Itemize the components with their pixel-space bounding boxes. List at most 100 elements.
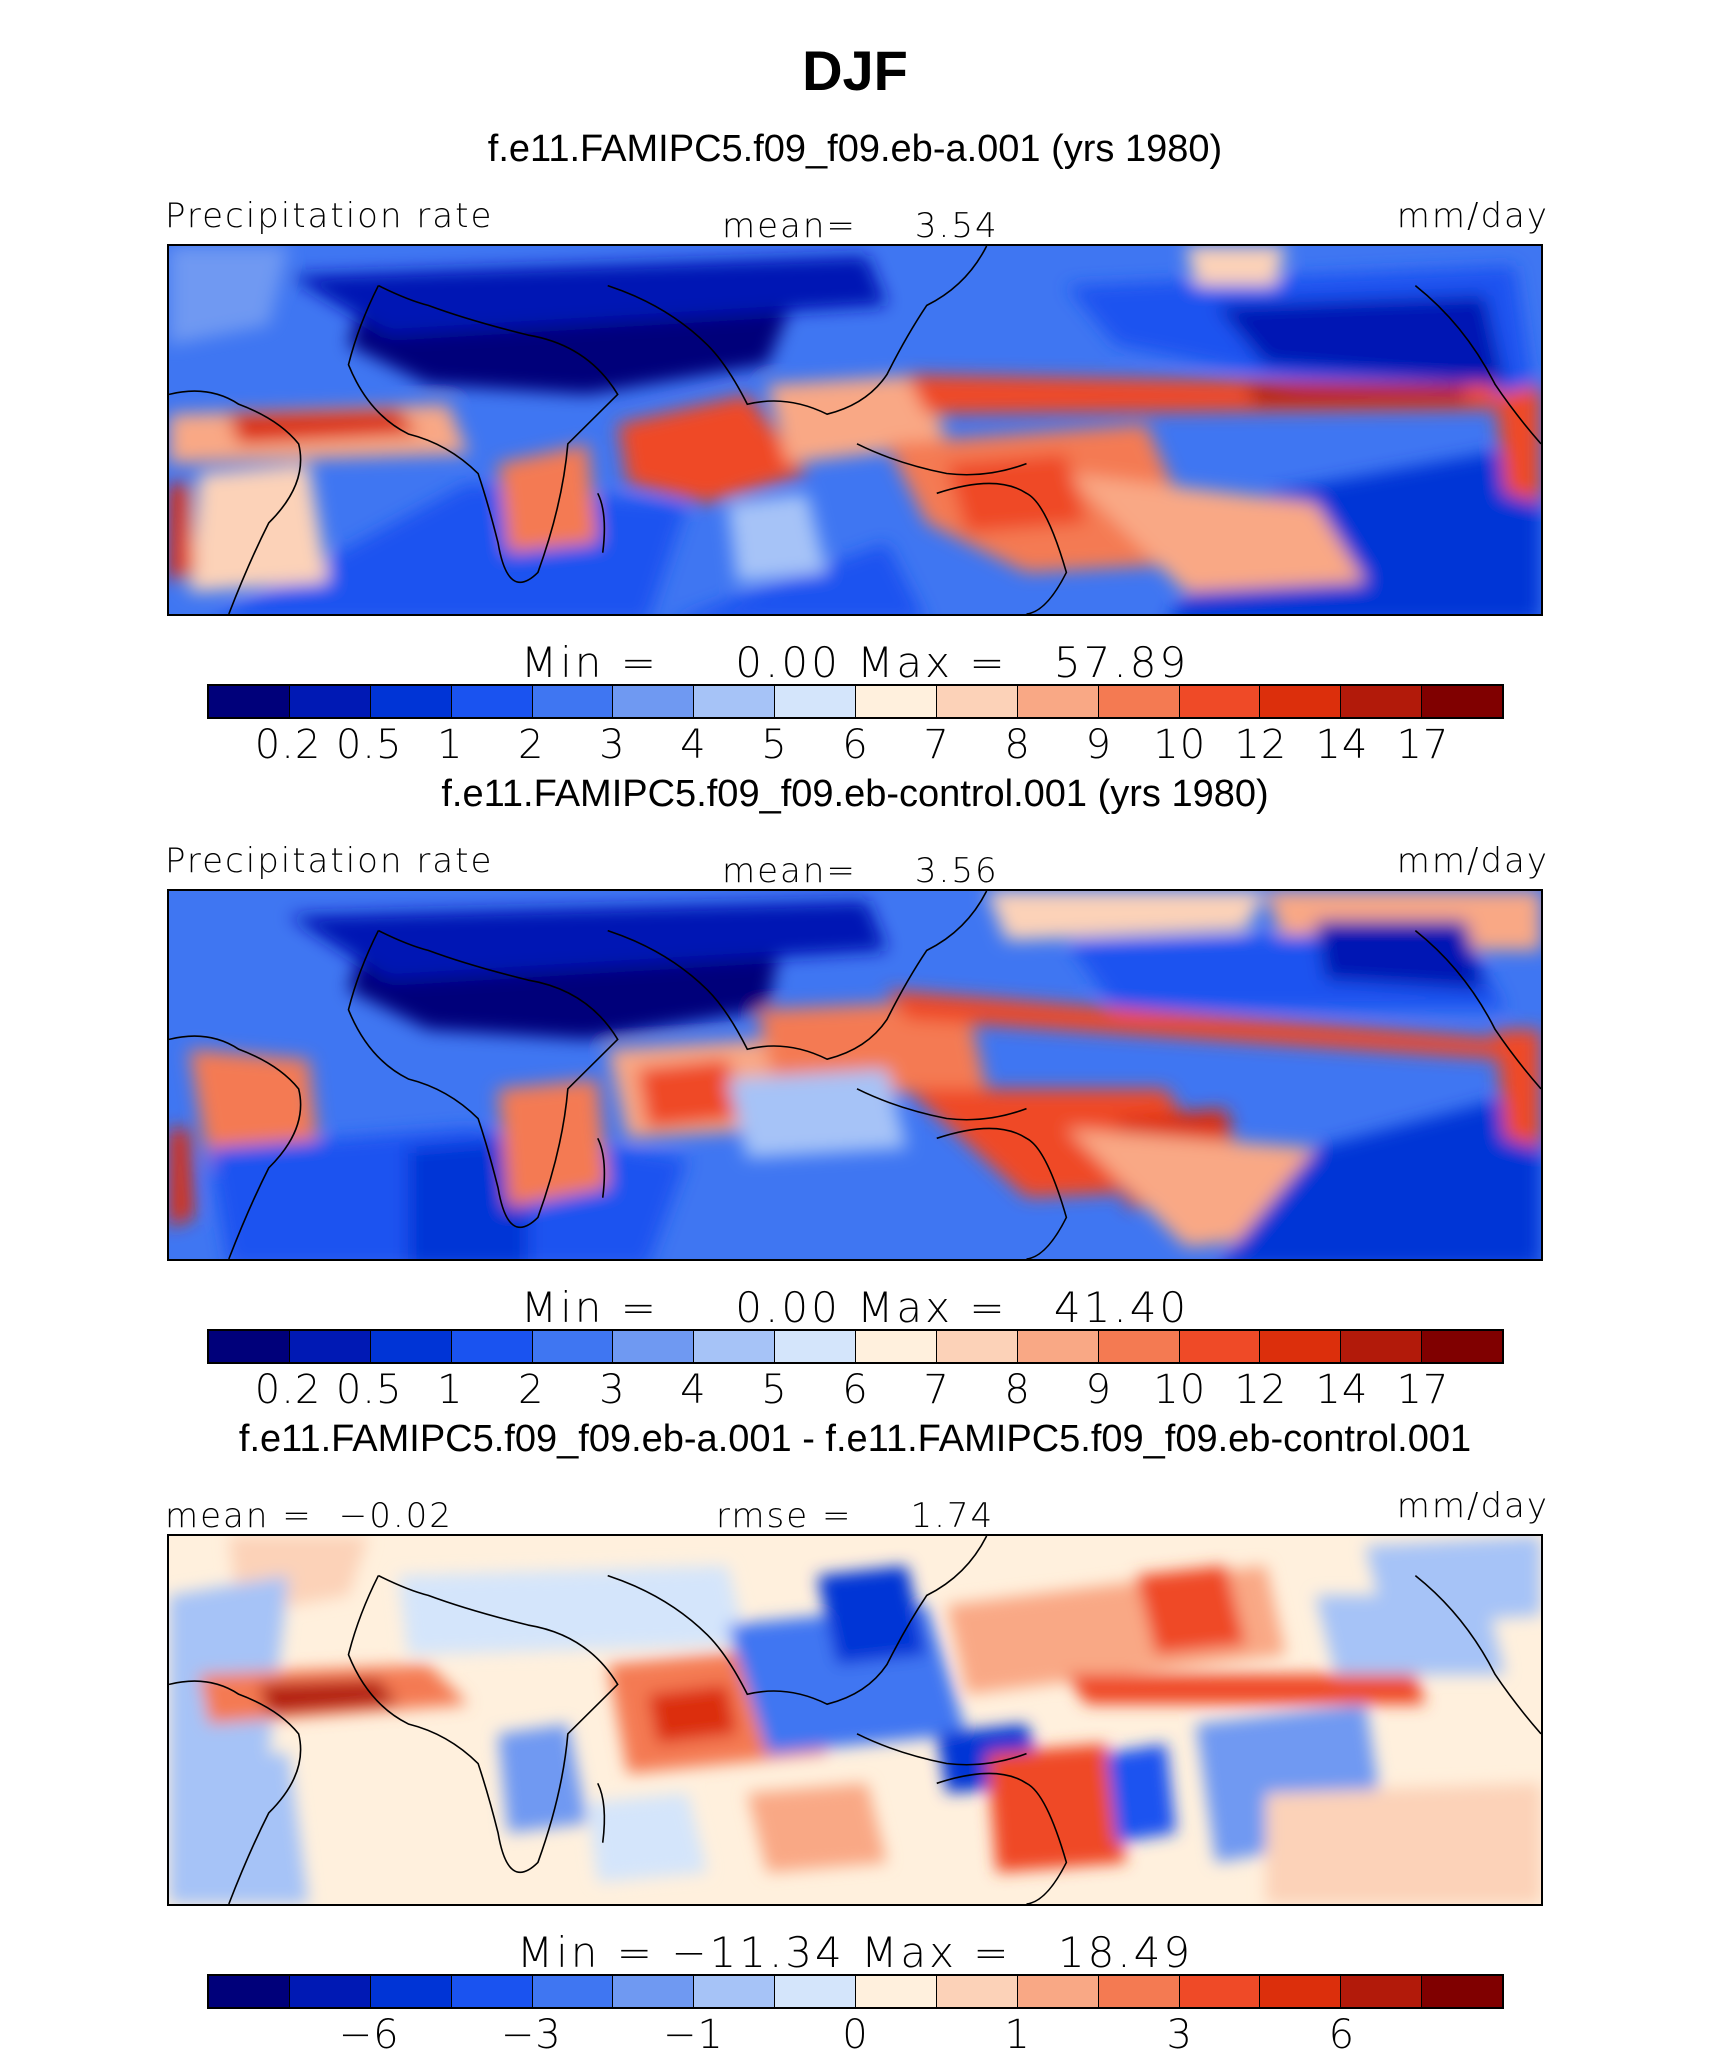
colorbar-swatch <box>451 1331 533 1362</box>
panel3-rmse: rmse = 1.74 <box>716 1496 994 1536</box>
colorbar-swatch <box>1179 1331 1261 1362</box>
panel1-min-value: 0.00 <box>735 638 841 687</box>
colorbar-tick-label: 5 <box>761 1367 788 1413</box>
colorbar-swatch <box>1017 686 1099 717</box>
colorbar-swatch <box>936 1976 1018 2007</box>
panel1-max-value: 57.89 <box>1053 638 1190 687</box>
colorbar-swatch <box>1422 1331 1502 1362</box>
colorbar-swatch <box>1098 686 1180 717</box>
colorbar-swatch <box>532 1331 614 1362</box>
panel2-minmax: Min = 0.00 Max = 41.40 <box>520 1283 1190 1332</box>
colorbar-tick-label: 1 <box>1004 2012 1031 2058</box>
colorbar-swatch <box>613 686 695 717</box>
colorbar-swatch <box>532 686 614 717</box>
colorbar-tick-label: 9 <box>1085 722 1112 768</box>
colorbar-swatch <box>775 1331 856 1362</box>
colorbar-swatch <box>1260 1331 1342 1362</box>
panel3-colorbar <box>207 1974 1504 2009</box>
colorbar-swatch <box>613 1976 695 2007</box>
colorbar-tick-label: 4 <box>680 722 707 768</box>
colorbar-tick-label: 0.5 <box>335 722 403 768</box>
panel1-title: f.e11.FAMIPC5.f09_f09.eb-a.001 (yrs 1980… <box>487 128 1223 170</box>
colorbar-tick-label: 7 <box>923 1367 950 1413</box>
figure-title: DJF <box>802 39 908 102</box>
colorbar-swatch <box>370 686 452 717</box>
panel1-mean-label: mean= <box>722 206 857 246</box>
colorbar-swatch <box>694 686 776 717</box>
colorbar-tick-label: 1 <box>436 722 464 768</box>
colorbar-tick-label: 5 <box>761 722 788 768</box>
colorbar-swatch <box>289 1976 371 2007</box>
panel3-min-value: −11.34 <box>671 1928 845 1977</box>
colorbar-tick-label: 7 <box>923 722 950 768</box>
colorbar-tick-label: 0.5 <box>335 1367 403 1413</box>
colorbar-tick-label: 6 <box>842 1367 869 1413</box>
panel2-variable-label: Precipitation rate <box>165 841 494 881</box>
panel3-min-label: Min <box>516 1928 601 1977</box>
panel3-title: f.e11.FAMIPC5.f09_f09.eb-a.001 - f.e11.F… <box>238 1418 1472 1460</box>
colorbar-tick-label: 0.2 <box>254 722 322 768</box>
colorbar-swatch <box>289 686 371 717</box>
panel3-mean: mean = −0.02 <box>165 1496 453 1536</box>
colorbar-swatch <box>1422 1976 1502 2007</box>
colorbar-swatch <box>775 686 856 717</box>
colorbar-swatch <box>1260 686 1342 717</box>
panel3-rmse-value: 1.74 <box>910 1496 995 1536</box>
panel1-variable-label: Precipitation rate <box>165 196 494 236</box>
colorbar-swatch <box>289 1331 371 1362</box>
colorbar-tick-label: 3 <box>599 1367 626 1413</box>
colorbar-swatch <box>1341 686 1423 717</box>
panel3-minmax: Min = −11.34 Max = 18.49 <box>516 1928 1194 1977</box>
colorbar-swatch <box>613 1331 695 1362</box>
colorbar-swatch <box>694 1331 776 1362</box>
colorbar-tick-label: 1 <box>436 1367 464 1413</box>
colorbar-tick-label: 14 <box>1315 1367 1369 1413</box>
panel3-mean-value: −0.02 <box>338 1496 453 1536</box>
panel2-max-value: 41.40 <box>1053 1283 1190 1332</box>
colorbar-swatch <box>370 1331 452 1362</box>
panel2-mean: mean= 3.56 <box>722 851 999 891</box>
panel3-map <box>167 1534 1543 1906</box>
colorbar-tick-label: 10 <box>1153 722 1207 768</box>
colorbar-swatch <box>451 686 533 717</box>
colorbar-swatch <box>1260 1976 1342 2007</box>
colorbar-tick-label: 3 <box>1166 2012 1193 2058</box>
panel2-coastlines <box>169 891 1541 1259</box>
panel3-max-value: 18.49 <box>1057 1928 1194 1977</box>
colorbar-tick-label: 12 <box>1234 722 1288 768</box>
panel1-minmax: Min = 0.00 Max = 57.89 <box>520 638 1190 687</box>
colorbar-tick-label: 10 <box>1153 1367 1207 1413</box>
colorbar-swatch <box>1098 1976 1180 2007</box>
panel1-max-label: Max <box>857 638 953 687</box>
panel3-rmse-label: rmse = <box>716 1496 853 1536</box>
colorbar-tick-label: 8 <box>1004 722 1031 768</box>
panel2-title: f.e11.FAMIPC5.f09_f09.eb-control.001 (yr… <box>441 773 1269 815</box>
colorbar-swatch <box>775 1976 856 2007</box>
panel2-map <box>167 889 1543 1261</box>
colorbar-tick-label: 2 <box>518 722 545 768</box>
panel2-precip-field <box>169 891 1541 1259</box>
colorbar-swatch <box>1422 686 1502 717</box>
colorbar-tick-label: 17 <box>1396 1367 1450 1413</box>
panel2-colorbar <box>207 1329 1504 1364</box>
panel2-min-value: 0.00 <box>735 1283 841 1332</box>
colorbar-swatch <box>370 1976 452 2007</box>
panel3-mean-label: mean = <box>165 1496 313 1536</box>
colorbar-tick-label: 8 <box>1004 1367 1031 1413</box>
colorbar-tick-label: 3 <box>599 722 626 768</box>
colorbar-tick-label: 6 <box>842 722 869 768</box>
panel1-mean-value: 3.54 <box>914 206 999 246</box>
colorbar-swatch <box>1179 1976 1261 2007</box>
colorbar-tick-label: 2 <box>518 1367 545 1413</box>
colorbar-tick-label: 14 <box>1315 722 1369 768</box>
panel1-mean: mean= 3.54 <box>722 206 999 246</box>
colorbar-tick-label: 12 <box>1234 1367 1288 1413</box>
panel2-units: mm/day <box>1396 841 1549 881</box>
panel1-precip-field <box>169 246 1541 614</box>
colorbar-swatch <box>1017 1331 1099 1362</box>
colorbar-tick-label: 6 <box>1328 2012 1356 2058</box>
colorbar-swatch <box>856 686 937 717</box>
colorbar-swatch <box>1098 1331 1180 1362</box>
colorbar-tick-label: 0.2 <box>254 1367 322 1413</box>
panel2-mean-label: mean= <box>722 851 857 891</box>
